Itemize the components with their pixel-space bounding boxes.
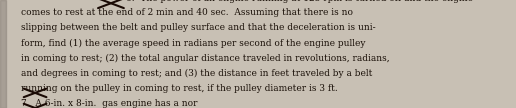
Text: comes to rest at the end of 2 min and 40 sec.  Assuming that there is no: comes to rest at the end of 2 min and 40…: [21, 8, 352, 17]
Bar: [0, 0, 6, 108]
Text: running on the pulley in coming to rest, if the pulley diameter is 3 ft.: running on the pulley in coming to rest,…: [21, 84, 337, 93]
Text: 6.  The power of an engine running at 125 rpm is turned off and the engine: 6. The power of an engine running at 125…: [126, 0, 473, 3]
Text: 7.  A 6-in. x 8-in.  gas engine has a nor: 7. A 6-in. x 8-in. gas engine has a nor: [21, 99, 197, 108]
Text: form, find (1) the average speed in radians per second of the engine pulley: form, find (1) the average speed in radi…: [21, 38, 365, 48]
Text: in coming to rest; (2) the total angular distance traveled in revolutions, radia: in coming to rest; (2) the total angular…: [21, 54, 389, 63]
Text: slipping between the belt and pulley surface and that the deceleration is uni-: slipping between the belt and pulley sur…: [21, 23, 375, 32]
Text: and degrees in coming to rest; and (3) the distance in feet traveled by a belt: and degrees in coming to rest; and (3) t…: [21, 69, 372, 78]
